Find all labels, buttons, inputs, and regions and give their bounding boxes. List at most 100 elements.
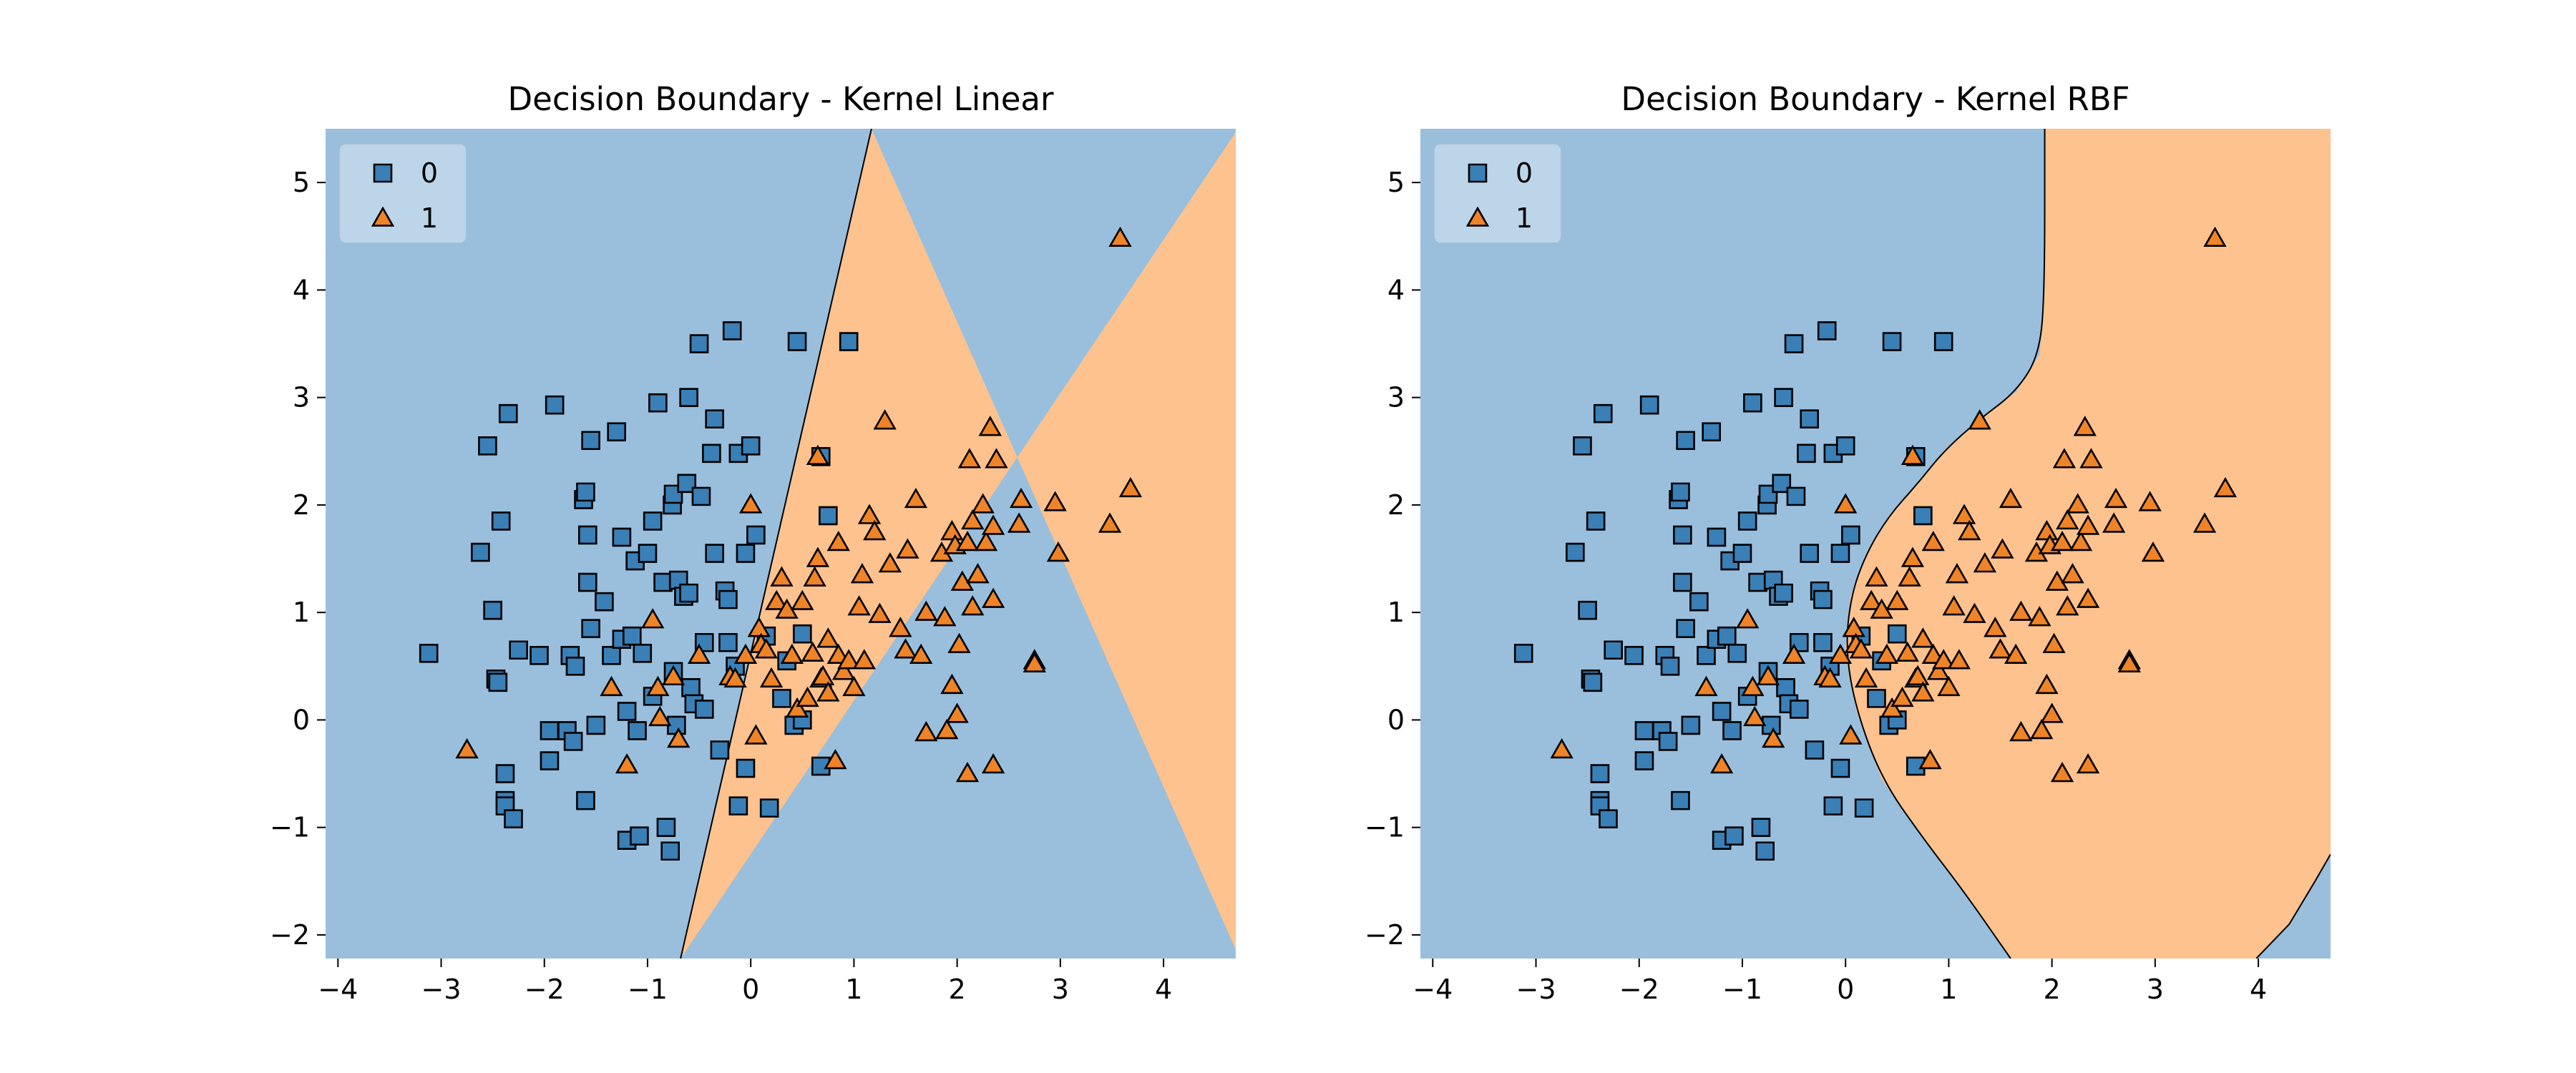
point-class-1 — [981, 514, 1005, 535]
y-tick-label: −1 — [1365, 812, 1405, 843]
point-class-0 — [1786, 486, 1806, 506]
point-class-1 — [837, 649, 861, 670]
point-class-1 — [2117, 652, 2141, 673]
y-tick-label: 3 — [1387, 382, 1405, 413]
point-class-0 — [1906, 756, 1926, 776]
point-class-1 — [1890, 686, 1914, 707]
point-class-1 — [1896, 641, 1919, 662]
point-class-0 — [595, 592, 614, 612]
y-tick-label: 5 — [1387, 167, 1405, 198]
point-class-1 — [1849, 638, 1873, 659]
point-class-0 — [1841, 525, 1860, 545]
point-class-1 — [661, 665, 686, 686]
point-class-0 — [1702, 422, 1721, 442]
point-class-1 — [1937, 675, 1961, 697]
point-class-0 — [1676, 431, 1695, 451]
point-class-1 — [801, 641, 824, 662]
point-class-0 — [623, 626, 642, 646]
point-class-0 — [488, 672, 508, 692]
y-tick-label: 2 — [1387, 489, 1405, 521]
point-class-0 — [1867, 689, 1886, 708]
x-tick-label: 3 — [1052, 974, 1069, 1005]
point-class-1 — [754, 638, 778, 659]
point-class-1 — [806, 444, 830, 466]
point-class-1 — [1901, 547, 1925, 567]
point-class-1 — [1963, 602, 1986, 623]
point-class-1 — [961, 509, 985, 530]
x-tick-label: 1 — [1940, 974, 1957, 1005]
point-class-1 — [947, 632, 971, 653]
point-class-1 — [759, 667, 784, 688]
point-class-1 — [981, 587, 1005, 608]
point-class-1 — [791, 589, 814, 610]
point-class-1 — [641, 608, 665, 629]
point-class-0 — [656, 818, 676, 837]
point-class-0 — [419, 643, 439, 663]
point-class-1 — [1860, 589, 1883, 610]
point-class-0 — [1817, 321, 1837, 340]
legend-label-class-0: 0 — [1516, 157, 1533, 189]
point-class-1 — [1756, 665, 1780, 686]
decision-boundary-corner — [2255, 853, 2331, 959]
point-class-0 — [471, 542, 490, 562]
point-class-0 — [630, 826, 649, 846]
point-class-1 — [687, 643, 711, 665]
point-class-0 — [638, 544, 658, 563]
point-class-1 — [1736, 608, 1760, 629]
chart-title: Decision Boundary - Kernel RBF — [1621, 80, 2129, 118]
point-class-1 — [2061, 563, 2084, 584]
legend-label-class-1: 1 — [1516, 202, 1533, 234]
point-class-0 — [1789, 700, 1809, 719]
point-class-1 — [873, 409, 897, 430]
decision-boundary — [680, 129, 872, 959]
x-tick-label: 4 — [1155, 974, 1172, 1005]
point-class-1 — [2066, 493, 2089, 514]
point-class-0 — [1797, 444, 1816, 464]
point-class-0 — [545, 395, 565, 415]
point-class-1 — [1973, 552, 1997, 573]
point-class-1 — [2050, 530, 2074, 552]
point-class-0 — [1660, 656, 1680, 676]
point-class-0 — [1604, 640, 1623, 660]
point-class-0 — [681, 678, 701, 697]
point-class-0 — [1673, 525, 1692, 545]
point-class-1 — [847, 595, 871, 616]
point-class-0 — [578, 525, 597, 545]
point-class-1 — [2069, 530, 2093, 552]
point-class-1 — [1762, 727, 1785, 748]
point-class-0 — [1800, 409, 1819, 428]
point-class-1 — [2076, 753, 2100, 774]
point-class-0 — [1671, 482, 1690, 502]
point-class-1 — [878, 552, 902, 573]
point-class-1 — [863, 519, 887, 541]
point-class-0 — [718, 632, 738, 652]
point-class-1 — [1921, 530, 1945, 552]
point-class-1 — [894, 638, 917, 659]
point-class-0 — [1712, 702, 1732, 721]
point-class-1 — [1880, 697, 1904, 718]
point-class-0 — [1697, 645, 1716, 665]
point-class-1 — [945, 702, 969, 723]
point-class-1 — [1989, 638, 2012, 659]
point-class-1 — [1906, 665, 1930, 686]
point-class-0 — [576, 482, 595, 502]
x-tick-label: 2 — [949, 974, 966, 1005]
legend-marker-class-0 — [373, 163, 393, 183]
point-class-0 — [705, 544, 724, 563]
point-class-1 — [2009, 720, 2033, 742]
point-class-1 — [857, 504, 882, 524]
point-class-0 — [718, 589, 738, 609]
point-class-1 — [1043, 491, 1067, 511]
point-class-0 — [1593, 403, 1613, 423]
y-tick-label: 4 — [1387, 274, 1405, 305]
point-class-1 — [909, 643, 933, 665]
point-class-0 — [1751, 818, 1771, 837]
point-class-1 — [2052, 448, 2077, 469]
point-class-0 — [694, 700, 714, 719]
point-class-1 — [1947, 649, 1971, 670]
axes: −4 −3 −2 −1 0 1 2 3 4 −2 −1 0 1 2 3 4 5 — [1365, 167, 2267, 1005]
point-class-1 — [981, 753, 1005, 774]
point-class-1 — [1865, 566, 1888, 587]
